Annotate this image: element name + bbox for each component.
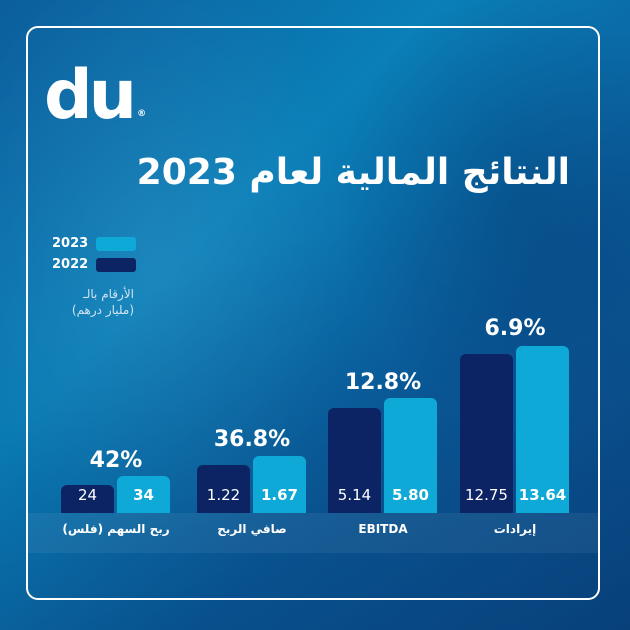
category-strip (28, 513, 598, 553)
growth-label: 42% (89, 448, 143, 473)
bar-value-label: 12.75 (465, 486, 508, 504)
category-label: إيرادات (493, 522, 537, 536)
bar-value-label: 5.14 (337, 486, 372, 504)
legend-2022: 2022 (52, 257, 136, 272)
bar-2022-1: 1.22 (197, 465, 250, 513)
legend-2023: 2023 (52, 236, 136, 251)
growth-label: 12.8% (344, 370, 422, 395)
bar-value-label: 1.22 (206, 486, 241, 504)
legend-swatch-2022 (96, 257, 136, 272)
bar-2023-2: 5.80 (384, 398, 437, 513)
bar-value-label: 1.67 (260, 486, 298, 504)
bar-value-label: 5.80 (391, 486, 429, 504)
bar-2023-1: 1.67 (253, 456, 306, 513)
du-logo: du ® (44, 56, 147, 135)
category-label: صافي الربح (217, 522, 287, 536)
bar-2022-0: 24 (61, 485, 114, 513)
legend: 2023 2022 (52, 236, 136, 278)
page-title: النتائج المالية لعام 2023 (136, 152, 570, 193)
growth-label: 36.8% (213, 427, 291, 452)
bar-value-label: 34 (133, 486, 154, 504)
bar-2023-0: 34 (117, 476, 170, 513)
category-label: EBITDA (358, 522, 408, 536)
growth-label: 6.9% (484, 316, 546, 341)
frame-border (26, 26, 600, 600)
category-label: ربح السهم (فلس) (62, 522, 170, 536)
unit-note: الأرقام بالـ (مليار درهم) (71, 287, 134, 317)
bar-2022-3: 12.75 (460, 354, 513, 513)
bar-value-label: 24 (77, 486, 98, 504)
legend-swatch-2023 (96, 236, 136, 251)
bar-2023-3: 13.64 (516, 346, 569, 513)
bar-value-label: 13.64 (518, 486, 567, 504)
bar-2022-2: 5.14 (328, 408, 381, 513)
